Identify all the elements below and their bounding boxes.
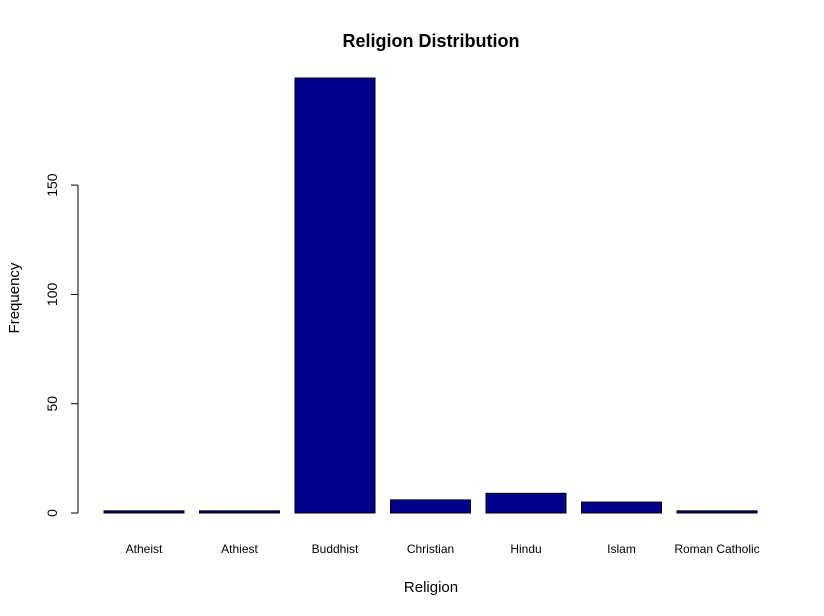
x-category-label: Christian xyxy=(407,542,454,556)
chart-title: Religion Distribution xyxy=(343,31,520,51)
x-category-label: Atheist xyxy=(126,542,163,556)
bar-atheist xyxy=(103,510,185,514)
bar-buddhist xyxy=(294,77,376,514)
bar-athiest xyxy=(199,510,280,514)
x-category-label: Hindu xyxy=(510,542,541,556)
y-axis: 0 50 100 150 xyxy=(44,173,79,517)
x-category-label: Buddhist xyxy=(312,542,359,556)
x-axis-title: Religion xyxy=(404,579,458,596)
bar-islam xyxy=(581,501,662,514)
x-category-label: Athiest xyxy=(221,542,258,556)
y-tick-label: 50 xyxy=(44,396,60,412)
x-category-label: Islam xyxy=(607,542,636,556)
y-tick-label: 150 xyxy=(44,173,60,197)
x-category-label: Roman Catholic xyxy=(674,542,759,556)
bars-group xyxy=(103,77,758,514)
bar-christian xyxy=(390,499,471,514)
y-axis-title: Frequency xyxy=(6,262,23,333)
y-tick-label: 100 xyxy=(44,283,60,307)
y-tick-label: 0 xyxy=(44,509,60,517)
bar-hindu xyxy=(485,492,567,514)
bar-roman-catholic xyxy=(676,510,758,514)
category-labels: Atheist Athiest Buddhist Christian Hindu Isla… xyxy=(126,542,760,556)
